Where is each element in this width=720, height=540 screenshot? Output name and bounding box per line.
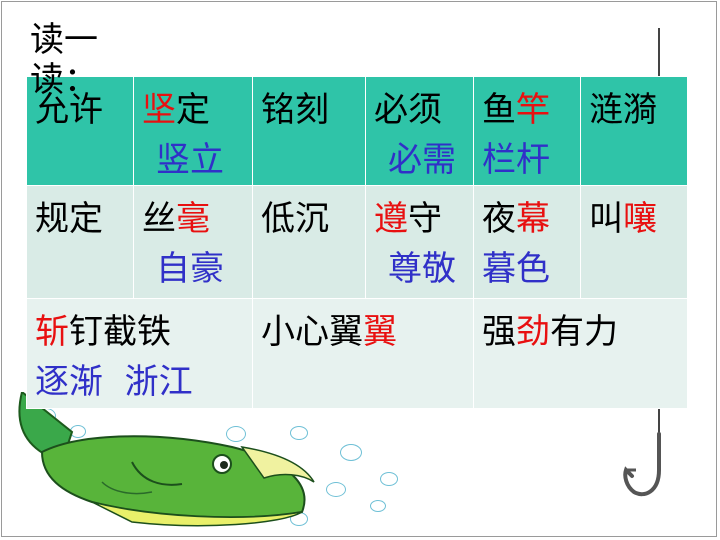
word-cell: 遵守尊敬 <box>365 185 474 299</box>
page-title: 读一读： <box>30 20 98 100</box>
word-text: 丝 <box>142 199 176 239</box>
word-text: 涟漪 <box>589 90 657 130</box>
word-cell: 丝毫自豪 <box>133 185 253 299</box>
word-table: 允许 坚定竖立 铭刻 必须必需 鱼竿栏杆 涟漪 规定 丝毫自豪 低沉 遵守尊敬 … <box>26 76 688 409</box>
word-text: 斩 <box>35 312 69 352</box>
word-cell: 鱼竿栏杆 <box>473 76 581 186</box>
bubble <box>340 444 362 461</box>
word-text: 翼 <box>363 312 397 352</box>
word-text: 叫 <box>589 199 623 239</box>
bubble <box>290 426 308 440</box>
word-text: 劲 <box>516 312 550 352</box>
word-text: 允许 <box>35 90 103 130</box>
word-text: 竿 <box>516 90 550 130</box>
word-text: 规定 <box>35 199 103 239</box>
word-text: 夜 <box>482 199 516 239</box>
bubble <box>380 472 398 486</box>
word-text: 强 <box>482 312 516 352</box>
word-text: 钉截铁 <box>69 312 171 352</box>
bubble <box>226 426 246 442</box>
bubble <box>370 500 386 512</box>
word-text: 尊敬 <box>388 249 456 289</box>
word-cell: 强劲有力 <box>473 298 688 409</box>
table-row: 规定 丝毫自豪 低沉 遵守尊敬 夜幕暮色 叫嚷 <box>26 185 688 299</box>
word-text: 坚 <box>142 90 176 130</box>
word-cell: 斩钉截铁逐渐 浙江 <box>26 298 253 409</box>
word-cell: 坚定竖立 <box>133 76 253 186</box>
word-text: 必须 <box>374 90 442 130</box>
word-text: 逐渐 浙江 <box>35 362 193 402</box>
word-cell: 叫嚷 <box>580 185 688 299</box>
word-text: 毫 <box>176 199 210 239</box>
word-text: 低沉 <box>261 199 329 239</box>
word-text: 铭刻 <box>261 90 329 130</box>
word-text: 幕 <box>516 199 550 239</box>
table-row: 斩钉截铁逐渐 浙江 小心翼翼 强劲有力 <box>26 298 688 409</box>
word-cell: 小心翼翼 <box>252 298 474 409</box>
word-text: 遵 <box>374 199 408 239</box>
table-row: 允许 坚定竖立 铭刻 必须必需 鱼竿栏杆 涟漪 <box>26 76 688 186</box>
word-cell: 规定 <box>26 185 134 299</box>
word-text: 守 <box>408 199 442 239</box>
word-text: 竖立 <box>156 140 224 180</box>
fishhook-icon <box>623 432 661 497</box>
word-text: 小心翼 <box>261 312 363 352</box>
word-text: 定 <box>176 90 210 130</box>
fishing-line-bottom <box>658 406 660 448</box>
bubble <box>326 482 346 497</box>
fishing-line-top <box>658 28 660 76</box>
word-text: 鱼 <box>482 90 516 130</box>
word-text: 栏杆 <box>482 140 550 180</box>
word-cell: 涟漪 <box>580 76 688 186</box>
word-text: 嚷 <box>623 199 657 239</box>
word-text: 暮色 <box>482 249 550 289</box>
word-text: 自豪 <box>156 249 224 289</box>
word-cell: 低沉 <box>252 185 366 299</box>
fish-illustration <box>18 392 315 527</box>
word-text: 必需 <box>388 140 456 180</box>
word-cell: 必须必需 <box>365 76 474 186</box>
word-cell: 夜幕暮色 <box>473 185 581 299</box>
word-text: 有力 <box>550 312 618 352</box>
word-cell: 铭刻 <box>252 76 366 186</box>
